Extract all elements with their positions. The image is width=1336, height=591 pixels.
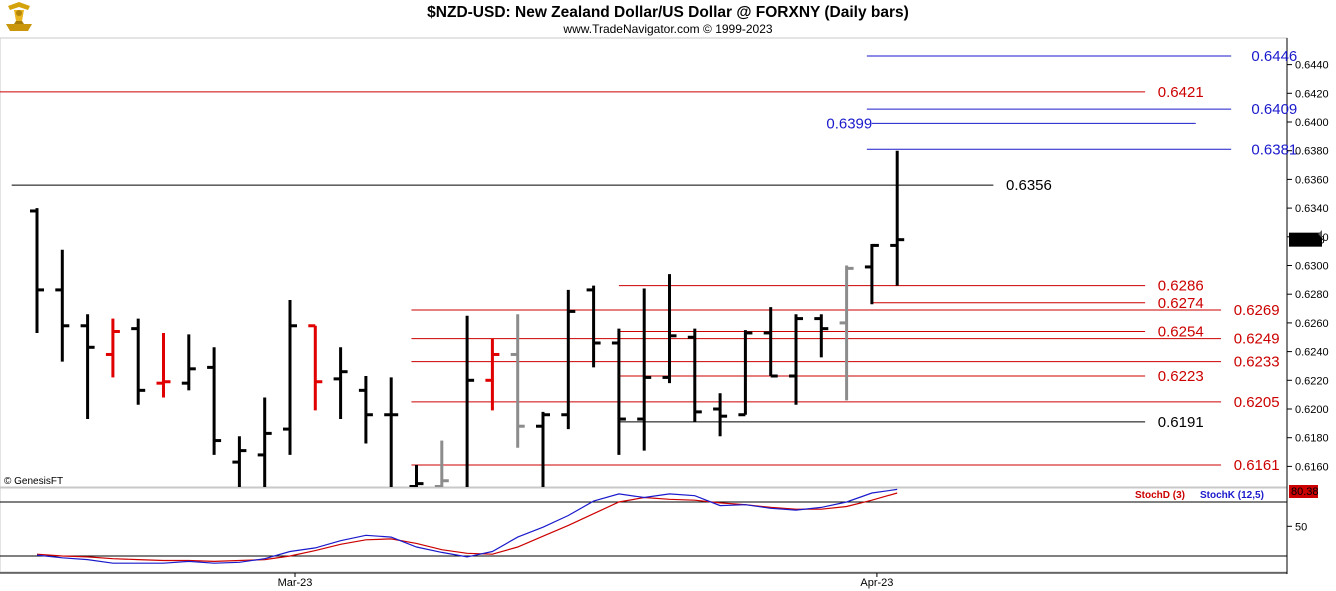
ohlc-bar	[308, 324, 323, 411]
ohlc-bar	[30, 208, 44, 333]
level-label: 0.6399	[826, 115, 872, 132]
chart-subtitle: www.TradeNavigator.com © 1999-2023	[562, 22, 772, 36]
ohlc-bar	[586, 285, 601, 368]
stoch-last-value-label: 80.38	[1291, 486, 1319, 498]
time-tick-label: Apr-23	[860, 577, 893, 589]
price-tick-label: 0.6220	[1295, 375, 1329, 387]
level-label: 0.6286	[1158, 278, 1204, 295]
price-tick-label: 0.6200	[1295, 404, 1329, 416]
price-tick-label: 0.6300	[1295, 261, 1329, 273]
ohlc-bar	[890, 150, 905, 286]
chart-title: $NZD-USD: New Zealand Dollar/US Dollar @…	[427, 4, 909, 21]
price-tick-label: 0.6360	[1295, 174, 1329, 186]
ohlc-bar	[156, 332, 171, 398]
ohlc-bar	[763, 307, 778, 378]
stoch-last-value-tag	[1289, 485, 1318, 498]
indicator-panel	[0, 487, 1288, 573]
legend-stoch-k: StochK (12,5)	[1200, 490, 1264, 501]
ohlc-bar	[257, 397, 272, 487]
ohlc-bar	[358, 375, 373, 444]
credit-label: © GenesisFT	[4, 476, 63, 487]
ohlc-bar	[465, 315, 475, 487]
last-price-tag	[1289, 232, 1322, 247]
ohlc-bar	[131, 318, 146, 405]
price-tick-label: 0.6380	[1295, 146, 1329, 158]
legend-stoch-d: StochD (3)	[1135, 490, 1185, 501]
ohlc-bar	[181, 334, 196, 391]
level-label: 0.6205	[1234, 394, 1280, 411]
ohlc-bar	[384, 377, 399, 487]
price-tick-label: 0.6340	[1295, 203, 1329, 215]
ohlc-bar	[738, 330, 753, 417]
level-label: 0.6409	[1251, 101, 1297, 118]
ohlc-bar	[510, 314, 525, 448]
time-tick-label: Mar-23	[278, 577, 313, 589]
stochastic-indicator	[0, 488, 1287, 564]
ohlc-bar	[409, 464, 424, 487]
ohlc-bar	[536, 411, 550, 487]
level-label: 0.6254	[1158, 324, 1204, 341]
ohlc-bar	[283, 299, 297, 455]
gold-figure-icon	[6, 2, 32, 31]
price-tick-label: 0.6240	[1295, 347, 1329, 359]
ohlc-bar	[637, 288, 652, 451]
ohlc-bar	[561, 289, 576, 430]
ohlc-bar	[611, 328, 626, 455]
price-axis: 0.6160 0.6180 0.6200 0.6220 0.6240 0.6260 0.62…	[1287, 60, 1329, 473]
price-tick-label: 0.6280	[1295, 289, 1329, 301]
ohlc-bar	[485, 338, 500, 411]
ohlc-bar	[687, 328, 702, 422]
ohlc-bar	[55, 249, 70, 362]
ohlc-bar	[333, 347, 348, 420]
level-label: 0.6446	[1251, 48, 1297, 65]
level-label: 0.6249	[1234, 331, 1280, 348]
price-tick-label: 0.6400	[1295, 117, 1329, 129]
ohlc-bar	[80, 314, 95, 420]
price-tick-label: 0.6160	[1295, 461, 1329, 473]
ohlc-bar	[662, 274, 677, 384]
ohlc-bar	[434, 440, 449, 487]
ohlc-bar	[814, 314, 829, 358]
level-label: 0.6191	[1158, 414, 1204, 431]
level-label: 0.6269	[1234, 302, 1280, 319]
fib-levels: 0.6446 0.6421 0.6409 0.6399 0.6381 0.6356 0.62…	[0, 48, 1297, 474]
ohlc-bar	[839, 265, 854, 401]
ohlc-bar	[207, 347, 222, 455]
ohlc-bars	[30, 150, 905, 487]
scroll-arrow-icon[interactable]	[1318, 230, 1322, 238]
level-label: 0.6356	[1006, 177, 1052, 194]
ohlc-bar	[789, 314, 803, 405]
price-tick-label: 0.6420	[1295, 88, 1329, 100]
ohlc-bar	[864, 243, 879, 305]
stoch-series-line	[36, 488, 898, 564]
ohlc-bar	[105, 318, 120, 378]
stoch-tick-label: 50	[1295, 521, 1307, 533]
level-label: 0.6381	[1251, 141, 1297, 158]
level-label: 0.6421	[1158, 84, 1204, 101]
price-tick-label: 0.6180	[1295, 433, 1329, 445]
price-tick-label: 0.6440	[1295, 60, 1329, 72]
ohlc-bar	[713, 393, 728, 437]
last-price-label: 0.6318	[1291, 235, 1325, 247]
level-label: 0.6233	[1234, 354, 1280, 371]
ohlc-bar	[232, 436, 247, 487]
level-label: 0.6161	[1234, 457, 1280, 474]
price-tick-label: 0.6260	[1295, 318, 1329, 330]
level-label: 0.6274	[1158, 295, 1204, 312]
time-axis: Mar-23 Apr-23	[278, 573, 893, 589]
level-label: 0.6223	[1158, 368, 1204, 385]
stoch-series-line	[36, 492, 898, 563]
